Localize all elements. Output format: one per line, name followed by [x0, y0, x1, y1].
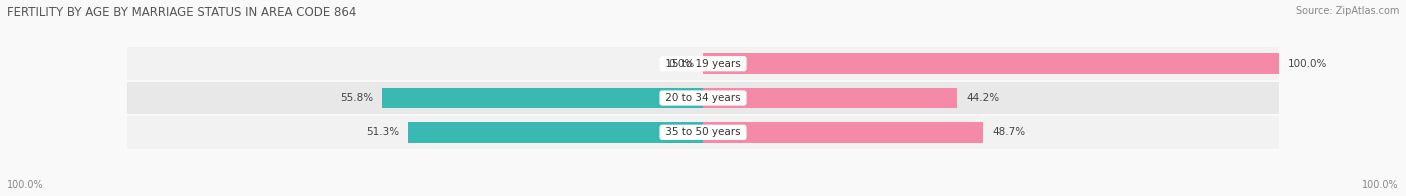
Text: 55.8%: 55.8% — [340, 93, 373, 103]
Text: Source: ZipAtlas.com: Source: ZipAtlas.com — [1295, 6, 1399, 16]
Text: 15 to 19 years: 15 to 19 years — [662, 59, 744, 69]
Text: 100.0%: 100.0% — [1288, 59, 1327, 69]
Bar — [408, 122, 703, 143]
Text: 44.2%: 44.2% — [966, 93, 1000, 103]
Text: 100.0%: 100.0% — [1362, 180, 1399, 190]
Text: FERTILITY BY AGE BY MARRIAGE STATUS IN AREA CODE 864: FERTILITY BY AGE BY MARRIAGE STATUS IN A… — [7, 6, 356, 19]
Bar — [127, 47, 1279, 80]
Bar — [127, 82, 1279, 114]
Bar — [703, 54, 1279, 74]
Text: 51.3%: 51.3% — [366, 127, 399, 137]
Text: 0.0%: 0.0% — [668, 59, 695, 69]
Text: 35 to 50 years: 35 to 50 years — [662, 127, 744, 137]
Text: 48.7%: 48.7% — [993, 127, 1025, 137]
Bar — [703, 122, 983, 143]
Text: 100.0%: 100.0% — [7, 180, 44, 190]
Text: 20 to 34 years: 20 to 34 years — [662, 93, 744, 103]
Bar — [127, 116, 1279, 149]
Bar — [703, 88, 957, 108]
Bar — [381, 88, 703, 108]
